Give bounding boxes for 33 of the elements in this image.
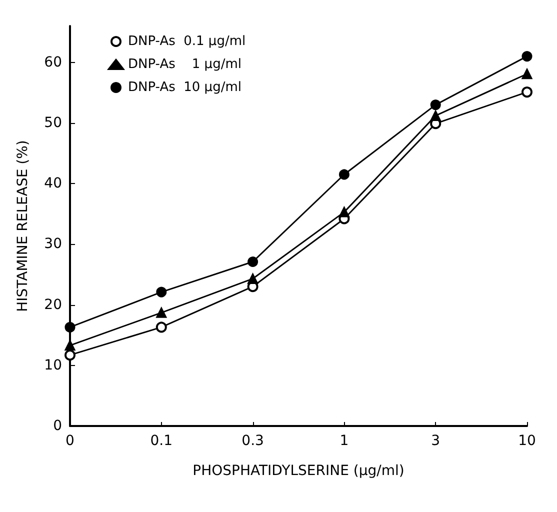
point xyxy=(156,322,167,333)
x-tick-label: 0.3 xyxy=(242,433,264,449)
point xyxy=(522,86,532,98)
legend-label: DNP-As 1 µg/ml xyxy=(128,57,242,72)
x-tick-label: 3 xyxy=(431,433,440,449)
point xyxy=(64,322,76,332)
y-axis-title: HISTAMINE RELEASE (%) xyxy=(15,140,31,312)
y-tick-label: 30 xyxy=(44,236,62,252)
point xyxy=(248,256,258,268)
x-tick-label: 0.1 xyxy=(150,433,173,449)
legend-label: DNP-As 0.1 µg/ml xyxy=(128,34,246,49)
point xyxy=(522,51,532,62)
y-tick-label: 20 xyxy=(44,296,62,313)
y-tick-label: 0 xyxy=(53,418,62,434)
legend-label: DNP-As 10 µg/ml xyxy=(128,80,242,95)
point xyxy=(248,273,258,284)
point xyxy=(430,110,441,121)
x-axis-title: PHOSPHATIDYLSERINE (µg/ml) xyxy=(192,463,404,479)
point xyxy=(156,307,167,318)
point xyxy=(338,169,350,180)
x-tick-label: 0 xyxy=(66,433,74,449)
point xyxy=(64,340,76,351)
y-tick-label: 50 xyxy=(44,114,62,131)
x-tick-label: 1 xyxy=(340,433,349,449)
point xyxy=(156,286,167,298)
x-tick-label: 10 xyxy=(518,433,536,449)
y-tick-label: 10 xyxy=(44,357,62,374)
y-tick-label: 40 xyxy=(44,176,62,192)
y-tick-label: 60 xyxy=(44,54,62,70)
point xyxy=(522,68,532,80)
point xyxy=(64,350,76,361)
point xyxy=(338,206,350,218)
point xyxy=(430,100,441,110)
